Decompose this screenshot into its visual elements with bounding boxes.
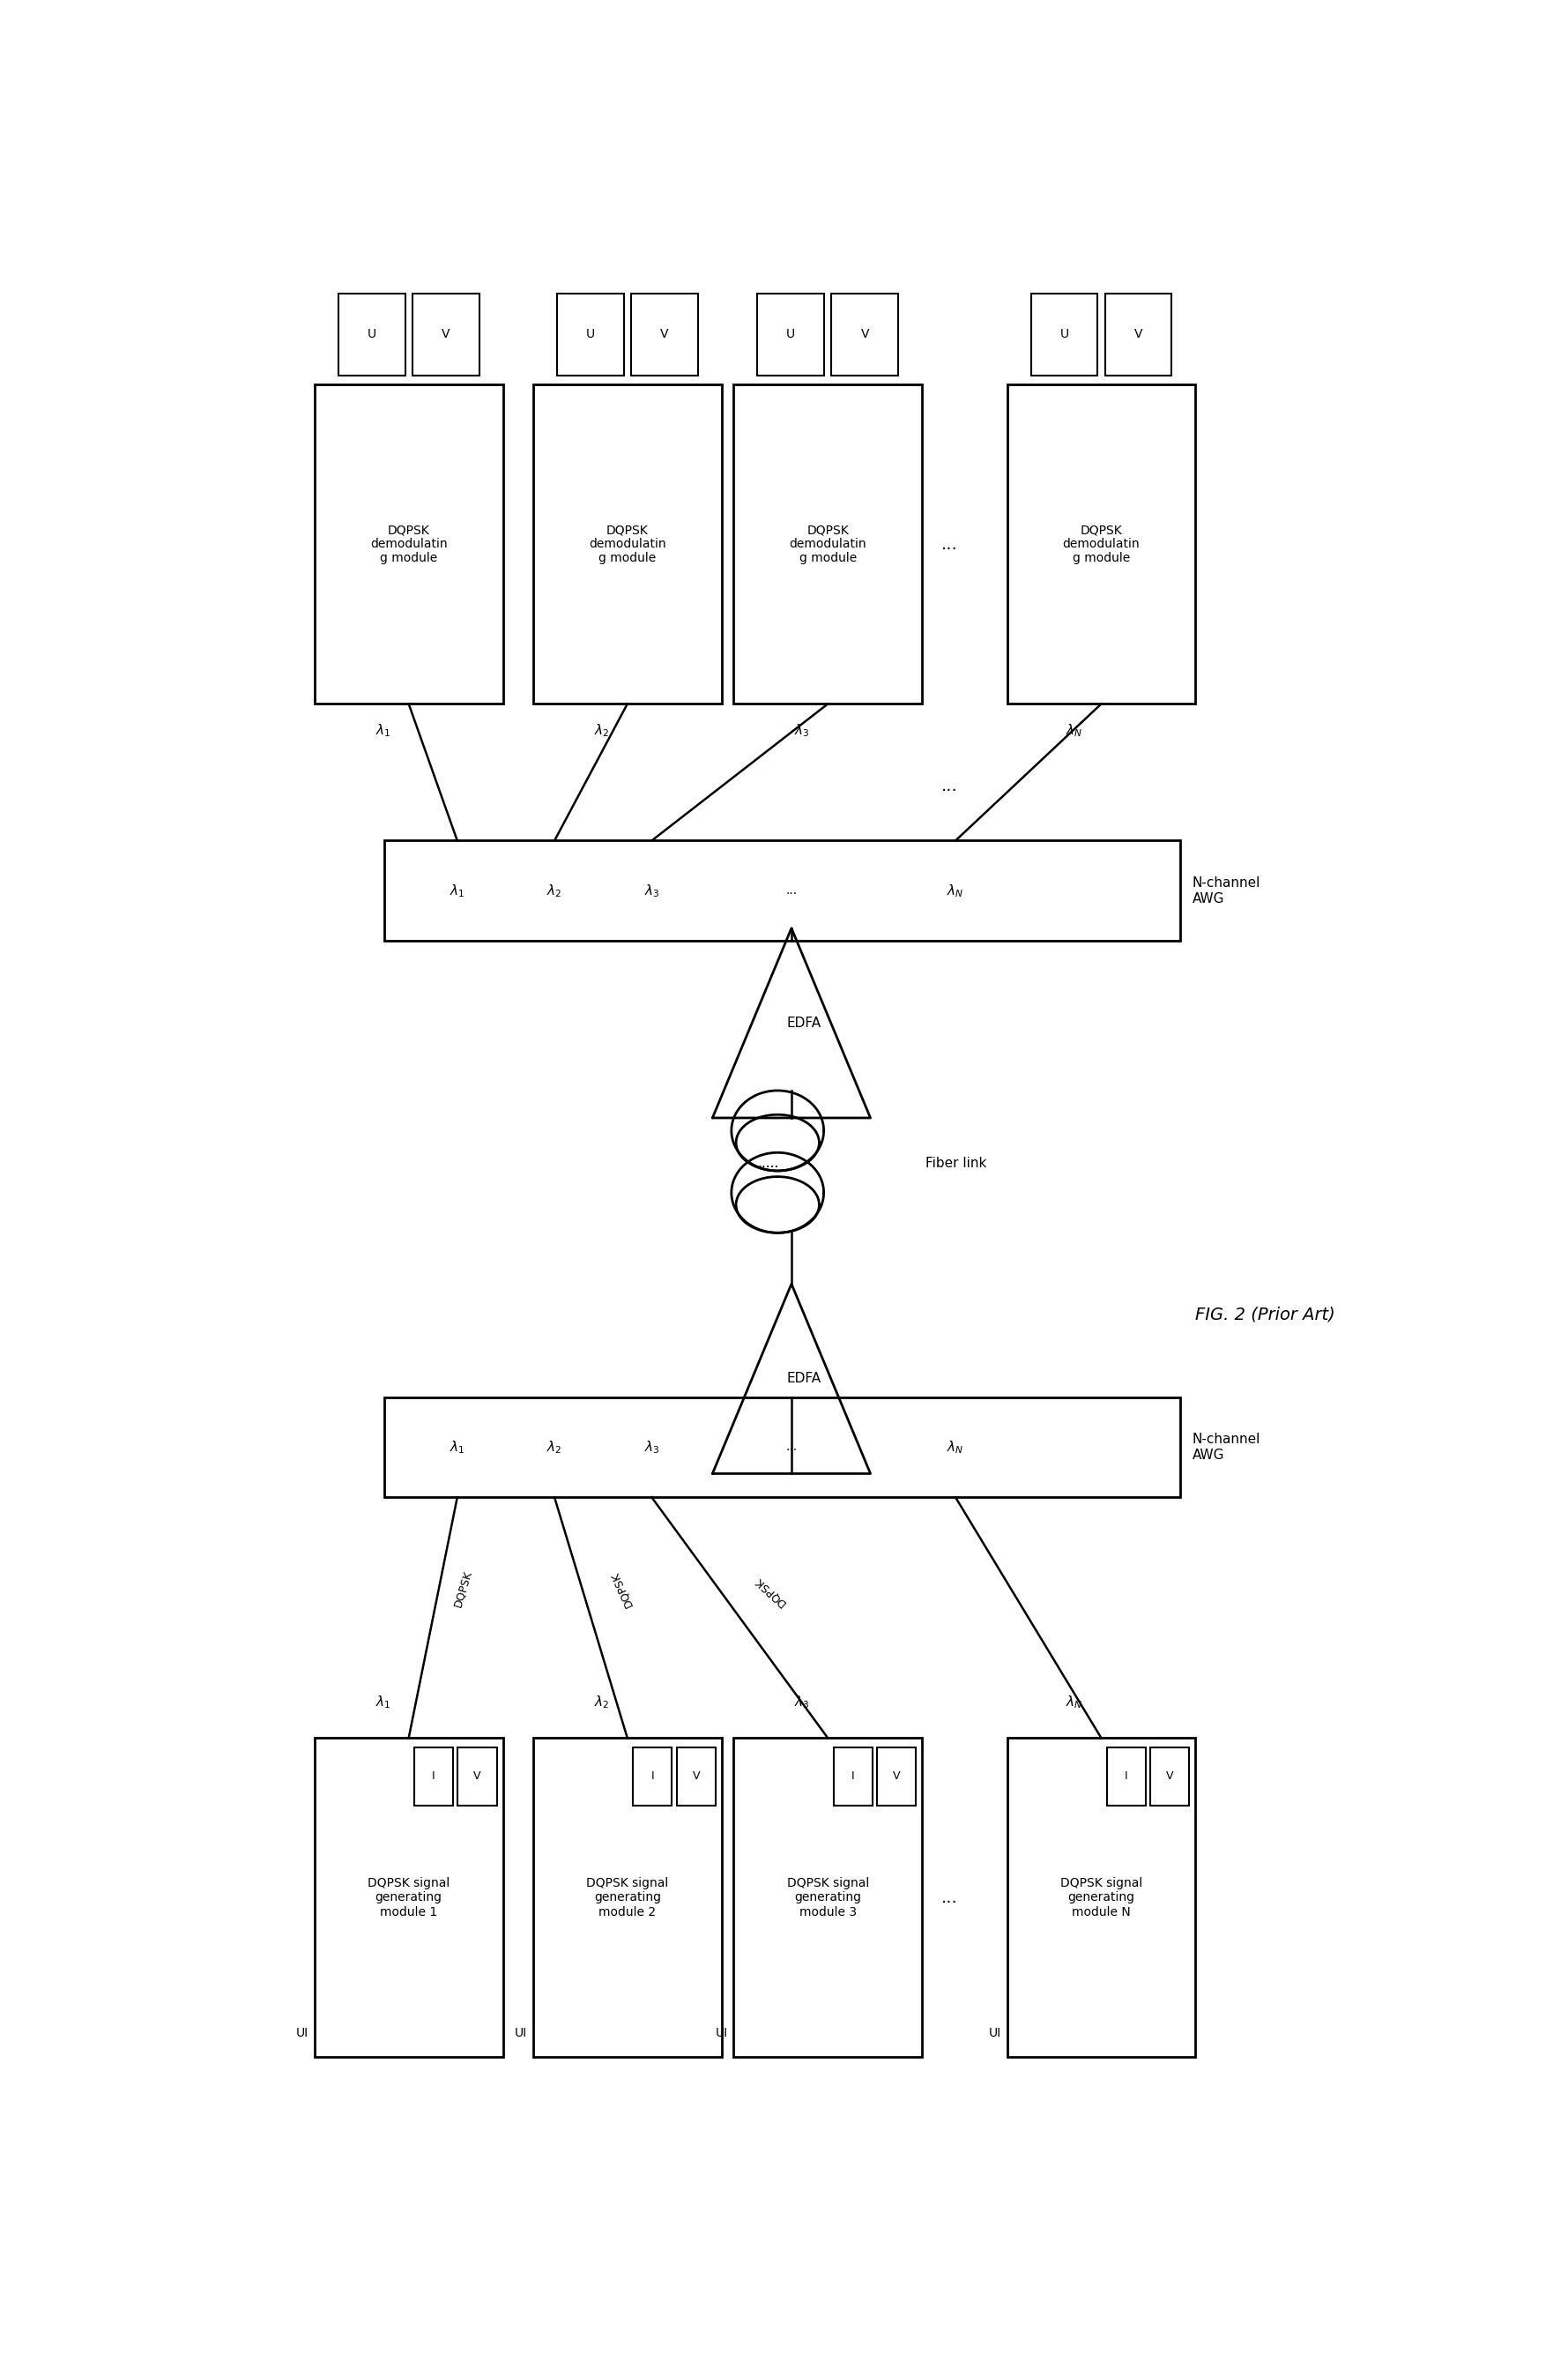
Text: UI: UI: [715, 2028, 728, 2040]
FancyBboxPatch shape: [1007, 384, 1195, 704]
FancyBboxPatch shape: [557, 294, 624, 377]
Text: $\lambda_2$: $\lambda_2$: [594, 1694, 608, 1710]
Text: $\lambda_1$: $\lambda_1$: [450, 1438, 466, 1455]
Text: $\lambda_1$: $\lambda_1$: [450, 884, 466, 900]
Text: ...: ...: [941, 1890, 958, 1907]
Text: DQPSK signal
generating
module 3: DQPSK signal generating module 3: [787, 1876, 869, 1919]
Text: I: I: [1124, 1770, 1127, 1781]
Text: EDFA: EDFA: [787, 1372, 820, 1386]
Text: V: V: [660, 329, 668, 341]
FancyBboxPatch shape: [1105, 294, 1171, 377]
Text: V: V: [1167, 1770, 1174, 1781]
Text: $\lambda_3$: $\lambda_3$: [644, 884, 660, 900]
FancyBboxPatch shape: [633, 1748, 671, 1805]
Text: Fiber link: Fiber link: [925, 1156, 986, 1170]
Text: EDFA: EDFA: [787, 1016, 820, 1031]
Text: N-channel
AWG: N-channel AWG: [1192, 1433, 1261, 1462]
FancyBboxPatch shape: [1030, 294, 1098, 377]
Text: V: V: [474, 1770, 481, 1781]
FancyBboxPatch shape: [533, 384, 721, 704]
Text: UI: UI: [296, 2028, 309, 2040]
Text: UI: UI: [514, 2028, 527, 2040]
Text: ...: ...: [786, 1440, 797, 1452]
Text: U: U: [1060, 329, 1069, 341]
FancyBboxPatch shape: [1007, 1739, 1195, 2056]
Text: I: I: [851, 1770, 855, 1781]
Text: DQPSK signal
generating
module 2: DQPSK signal generating module 2: [586, 1876, 668, 1919]
Text: $\lambda_1$: $\lambda_1$: [375, 723, 390, 739]
Text: $\lambda_2$: $\lambda_2$: [594, 723, 608, 739]
Text: V: V: [892, 1770, 900, 1781]
Text: UI: UI: [988, 2028, 1000, 2040]
FancyBboxPatch shape: [833, 1748, 872, 1805]
Text: DQPSK
demodulatin
g module: DQPSK demodulatin g module: [789, 524, 867, 564]
Text: $\lambda_N$: $\lambda_N$: [1066, 723, 1083, 739]
Text: $\lambda_2$: $\lambda_2$: [547, 1438, 563, 1455]
FancyBboxPatch shape: [757, 294, 825, 377]
Text: $\lambda_3$: $\lambda_3$: [793, 1694, 809, 1710]
Text: V: V: [693, 1770, 699, 1781]
Text: DQPSK: DQPSK: [608, 1568, 635, 1609]
Text: FIG. 2 (Prior Art): FIG. 2 (Prior Art): [1195, 1308, 1336, 1324]
Text: DQPSK signal
generating
module N: DQPSK signal generating module N: [1060, 1876, 1143, 1919]
Text: V: V: [861, 329, 869, 341]
FancyBboxPatch shape: [315, 1739, 503, 2056]
FancyBboxPatch shape: [339, 294, 405, 377]
FancyBboxPatch shape: [677, 1748, 715, 1805]
FancyBboxPatch shape: [734, 384, 922, 704]
Text: U: U: [586, 329, 594, 341]
Text: DQPSK signal
generating
module 1: DQPSK signal generating module 1: [367, 1876, 450, 1919]
Text: N-channel
AWG: N-channel AWG: [1192, 877, 1261, 905]
Text: $\lambda_N$: $\lambda_N$: [947, 884, 964, 900]
Text: $\lambda_2$: $\lambda_2$: [547, 884, 563, 900]
FancyBboxPatch shape: [533, 1739, 721, 2056]
Text: DQPSK: DQPSK: [452, 1568, 475, 1609]
Text: $\lambda_3$: $\lambda_3$: [644, 1438, 660, 1455]
Text: ...: ...: [786, 884, 797, 898]
Text: V: V: [1134, 329, 1143, 341]
Text: I: I: [431, 1770, 436, 1781]
FancyBboxPatch shape: [1107, 1748, 1146, 1805]
Text: V: V: [442, 329, 450, 341]
FancyBboxPatch shape: [458, 1748, 497, 1805]
FancyBboxPatch shape: [734, 1739, 922, 2056]
Text: DQPSK
demodulatin
g module: DQPSK demodulatin g module: [588, 524, 666, 564]
Text: I: I: [651, 1770, 654, 1781]
Text: U: U: [367, 329, 376, 341]
Text: DQPSK
demodulatin
g module: DQPSK demodulatin g module: [370, 524, 447, 564]
Text: .....: .....: [757, 1156, 779, 1170]
Text: DQPSK: DQPSK: [753, 1575, 789, 1609]
FancyBboxPatch shape: [315, 384, 503, 704]
FancyBboxPatch shape: [831, 294, 898, 377]
Text: ...: ...: [941, 777, 958, 794]
FancyBboxPatch shape: [1151, 1748, 1190, 1805]
Text: $\lambda_1$: $\lambda_1$: [375, 1694, 390, 1710]
FancyBboxPatch shape: [412, 294, 480, 377]
FancyBboxPatch shape: [384, 1398, 1181, 1497]
Text: $\lambda_N$: $\lambda_N$: [1066, 1694, 1083, 1710]
FancyBboxPatch shape: [877, 1748, 916, 1805]
Text: DQPSK
demodulatin
g module: DQPSK demodulatin g module: [1063, 524, 1140, 564]
Text: ...: ...: [941, 535, 958, 552]
Text: $\lambda_3$: $\lambda_3$: [793, 723, 809, 739]
FancyBboxPatch shape: [384, 841, 1181, 940]
Text: U: U: [787, 329, 795, 341]
FancyBboxPatch shape: [630, 294, 698, 377]
FancyBboxPatch shape: [414, 1748, 453, 1805]
Text: $\lambda_N$: $\lambda_N$: [947, 1438, 964, 1455]
